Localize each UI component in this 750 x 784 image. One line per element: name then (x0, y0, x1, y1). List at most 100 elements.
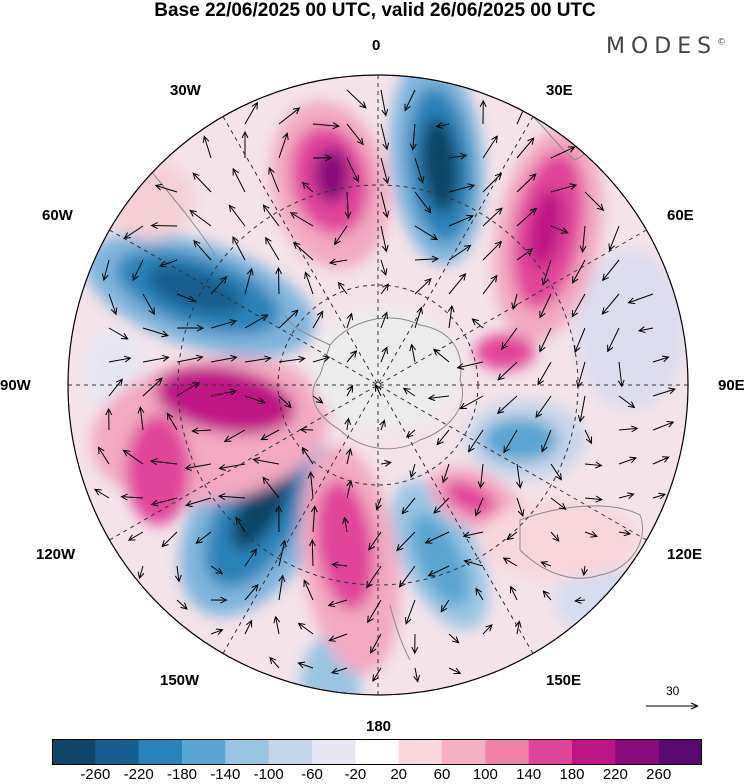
wind-arrow (576, 361, 586, 389)
wind-arrow (278, 395, 292, 409)
wind-arrow (142, 327, 169, 338)
wind-arrow (108, 355, 132, 363)
wind-arrow (463, 559, 484, 567)
southamerica-coast (149, 169, 216, 256)
wind-arrow (346, 89, 367, 109)
lon-label: 30E (546, 82, 573, 99)
map-title: Base 22/06/2025 00 UTC, valid 26/06/2025… (154, 0, 596, 21)
wind-arrow (278, 539, 287, 567)
wind-arrow (584, 429, 592, 445)
wind-arrow (218, 463, 246, 471)
wind-arrow (120, 493, 144, 501)
wind-arrow (108, 327, 129, 340)
lon-label: 180 (366, 718, 392, 735)
wind-arrow (424, 531, 450, 544)
wind-arrow (328, 258, 348, 266)
peninsula (284, 314, 331, 346)
wind-arrow (411, 633, 419, 655)
colorbar-tick-label: -260 (80, 766, 111, 783)
wind-arrow (244, 395, 266, 405)
wind-arrow (210, 354, 238, 363)
wind-arrow (618, 529, 632, 537)
wind-arrow (618, 395, 636, 409)
wind-arrow (652, 456, 670, 465)
wind-arrow (202, 135, 212, 159)
colorbar-tick-label: 60 (433, 766, 451, 783)
wind-arrow (166, 412, 178, 431)
wind-arrow (289, 212, 314, 227)
wind-arrow (232, 167, 246, 193)
wind-arrow (210, 596, 228, 604)
wind-arrow (414, 278, 432, 295)
wind-arrow (409, 123, 417, 152)
wind-arrow (366, 565, 382, 589)
lon-label: 60E (667, 207, 694, 224)
wind-arrow (127, 531, 144, 541)
wind-arrow (337, 281, 348, 295)
colorbar-frame (52, 739, 702, 765)
colorbar-swatch (485, 739, 530, 765)
wind-arrow (327, 599, 348, 608)
wind-arrow (427, 565, 450, 577)
wind-arrow (105, 407, 113, 431)
wind-arrow (448, 273, 467, 295)
wind-arrow (370, 633, 382, 654)
wind-arrow (108, 378, 123, 397)
colorbar-swatch (225, 739, 270, 765)
wind-arrow (150, 222, 178, 230)
wind-arrow (539, 293, 552, 319)
wind-arrow (550, 531, 560, 542)
wind-arrow (159, 259, 178, 268)
wind-arrow (375, 383, 382, 397)
colorbar-swatch (658, 739, 702, 765)
wind-arrow (401, 497, 416, 515)
wind-arrow (550, 183, 578, 193)
wind-arrow (572, 259, 586, 284)
wind-arrow (541, 259, 552, 286)
colorbar-swatch (572, 739, 616, 765)
wind-arrow (448, 244, 472, 261)
wind-arrow (176, 599, 188, 610)
wind-arrow (150, 458, 178, 466)
wind-arrow (217, 493, 246, 500)
wind-arrow (618, 492, 635, 499)
wind-arrow (380, 259, 388, 277)
wind-arrow (301, 446, 314, 465)
wind-arrow (367, 599, 382, 624)
anomaly-field (68, 75, 688, 695)
wind-arrow (617, 361, 625, 388)
wind-arrow (380, 123, 390, 151)
wind-arrow (380, 459, 392, 467)
colorbar-swatch (528, 739, 573, 765)
wind-arrow (303, 579, 314, 601)
colorbar-tick-label: -60 (301, 766, 323, 783)
wind-arrow (456, 361, 484, 370)
colorbar-swatch (355, 739, 400, 765)
wind-arrow (299, 426, 314, 434)
wind-arrow (448, 633, 460, 644)
wind-arrow (244, 101, 258, 125)
wind-arrow (448, 183, 476, 193)
wind-arrow (265, 236, 280, 261)
wind-arrow (497, 361, 518, 381)
wind-arrow (372, 667, 382, 682)
wind-arrow (433, 497, 450, 514)
wind-arrow (482, 207, 503, 227)
wind-arrow (244, 314, 269, 329)
wind-arrow (346, 384, 354, 397)
wind-arrow (550, 463, 562, 481)
wind-arrow (414, 306, 423, 329)
wind-arrow (192, 172, 212, 193)
wind-arrow (101, 259, 110, 282)
wind-arrow (577, 395, 586, 423)
wind-arrow (123, 225, 144, 239)
wind-arrow (579, 225, 587, 253)
wind-arrow (380, 191, 390, 219)
colorbar-tick-label: -20 (344, 766, 367, 783)
wind-arrow (344, 417, 352, 431)
wind-arrow (137, 406, 145, 431)
wind-arrow (584, 461, 603, 469)
wind-arrow (475, 587, 484, 601)
wind-arrow (268, 166, 280, 193)
wind-arrow (380, 311, 389, 329)
